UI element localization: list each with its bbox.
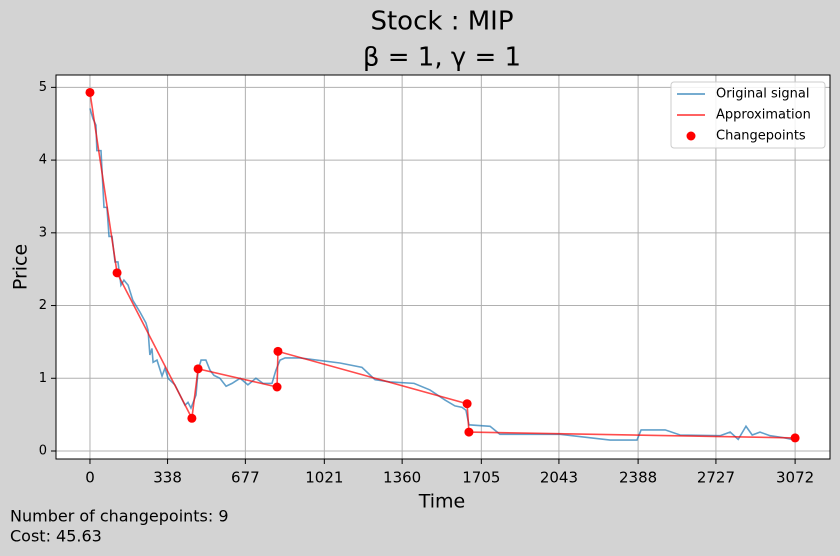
changepoint [85, 87, 95, 97]
changepoint [462, 399, 472, 409]
changepoint [187, 413, 197, 423]
changepoint [464, 427, 474, 437]
changepoint [790, 433, 800, 443]
x-tick-label: 338 [153, 469, 182, 487]
note: Number of changepoints: 9 [10, 507, 229, 526]
changepoint [193, 364, 203, 374]
legend-label: Approximation [716, 108, 811, 123]
legend-label: Original signal [716, 87, 809, 102]
legend-box [670, 81, 826, 149]
x-tick-label: 2043 [540, 469, 578, 487]
x-tick-label: 0 [85, 469, 95, 487]
changepoint [273, 346, 283, 356]
legend-label: Changepoints [716, 129, 806, 144]
x-axis-label: Time [418, 491, 466, 513]
y-axis-label: Price [10, 244, 32, 290]
plot-frame [55, 74, 831, 460]
x-tick-label: 2727 [697, 469, 735, 487]
changepoint [272, 382, 282, 392]
y-tick-label: 2 [39, 298, 47, 313]
note: Cost: 45.63 [10, 527, 102, 546]
x-tick-label: 677 [231, 469, 260, 487]
x-tick-label: 1360 [383, 469, 421, 487]
chart-title: Stock : MIP [370, 7, 513, 37]
x-tick-label: 3072 [776, 469, 814, 487]
y-tick-label: 5 [39, 80, 47, 95]
changepoint [112, 268, 122, 278]
x-tick-label: 1705 [462, 469, 500, 487]
x-tick-label: 2388 [619, 469, 657, 487]
y-tick-label: 3 [39, 225, 47, 240]
series-line [89, 108, 796, 441]
legend-swatch [686, 131, 696, 141]
chart-subtitle: β = 1, γ = 1 [363, 43, 521, 73]
y-tick-label: 1 [39, 371, 47, 386]
y-tick-label: 0 [39, 444, 47, 459]
x-tick-label: 1021 [305, 469, 343, 487]
y-tick-label: 4 [39, 153, 47, 168]
